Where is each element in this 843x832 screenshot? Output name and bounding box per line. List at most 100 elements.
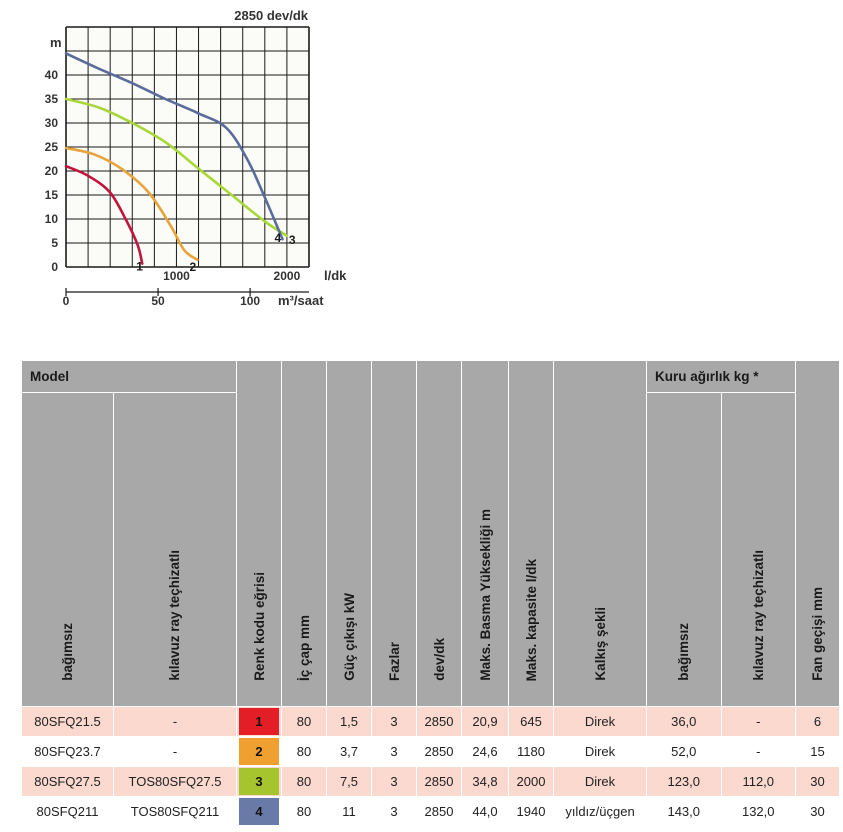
model-group-header: Model bbox=[21, 360, 237, 393]
curve-label-2: 2 bbox=[189, 260, 196, 274]
curve-label-4: 4 bbox=[274, 231, 281, 245]
rail-header: kılavuz ray teçhizatlı bbox=[112, 392, 238, 707]
color-code-cell: 2 bbox=[236, 736, 282, 767]
color-code-swatch: 1 bbox=[239, 708, 279, 735]
chart-series: 1 2 34 bbox=[64, 52, 296, 274]
max-capacity-cell: 1180 bbox=[508, 736, 554, 767]
table-row: 80SFQ27.5 TOS80SFQ27.5 3 80 7,5 3 2850 3… bbox=[21, 766, 840, 797]
weight-standalone-cell: 36,0 bbox=[646, 706, 722, 737]
start-cell: Direk bbox=[553, 706, 647, 737]
pump-spec-table: Model Renk kodu eğrisi İç çap mm Güç çık… bbox=[21, 360, 840, 827]
phases-cell: 3 bbox=[371, 706, 417, 737]
color-code-swatch: 4 bbox=[239, 798, 279, 825]
fan-cell: 30 bbox=[795, 796, 840, 827]
max-head-cell: 44,0 bbox=[461, 796, 509, 827]
y-tick-label: 40 bbox=[45, 68, 59, 82]
rpm-cell: 2850 bbox=[416, 736, 462, 767]
model-standalone-cell: 80SFQ211 bbox=[21, 796, 114, 827]
model-rail-cell: TOS80SFQ27.5 bbox=[112, 766, 238, 797]
model-rail-cell: - bbox=[112, 736, 238, 767]
weight-standalone-cell: 52,0 bbox=[646, 736, 722, 767]
model-standalone-cell: 80SFQ23.7 bbox=[21, 736, 114, 767]
fan-cell: 30 bbox=[795, 766, 840, 797]
y-axis-label: m bbox=[50, 35, 62, 50]
weight-rail-cell: 132,0 bbox=[720, 796, 796, 827]
y-tick-label: 20 bbox=[45, 164, 59, 178]
x-tick-label-primary: 2000 bbox=[274, 269, 301, 283]
curve-3 bbox=[64, 97, 289, 238]
bore-header: İç çap mm bbox=[281, 360, 327, 707]
weight-rail-cell: - bbox=[720, 706, 796, 737]
max-capacity-cell: 1940 bbox=[508, 796, 554, 827]
fan-header: Fan geçişi mm bbox=[795, 360, 840, 707]
table-row: 80SFQ211 TOS80SFQ211 4 80 11 3 2850 44,0… bbox=[21, 796, 840, 827]
weight-standalone-cell: 143,0 bbox=[646, 796, 722, 827]
curve-label-3: 3 bbox=[289, 233, 296, 247]
weight-group-header: Kuru ağırlık kg * bbox=[646, 360, 796, 393]
max-head-cell: 34,8 bbox=[461, 766, 509, 797]
y-tick-label: 10 bbox=[45, 212, 59, 226]
chart-grid bbox=[65, 26, 310, 293]
bore-cell: 80 bbox=[281, 706, 327, 737]
y-tick-label: 35 bbox=[45, 92, 59, 106]
chart-title: 2850 dev/dk bbox=[234, 8, 308, 23]
model-rail-cell: - bbox=[112, 706, 238, 737]
max-capacity-cell: 645 bbox=[508, 706, 554, 737]
max-capacity-header: Maks. kapasite l/dk bbox=[508, 360, 554, 707]
phases-header: Fazlar bbox=[371, 360, 417, 707]
rpm-header: dev/dk bbox=[416, 360, 462, 707]
chart-ticks: 0 5 10 15 20 25 30 35 40 1000 2000 0 50 100 bbox=[45, 68, 301, 308]
x-tick-label-secondary: 0 bbox=[63, 294, 70, 308]
weight-standalone-header: bağımsız bbox=[646, 392, 722, 707]
bore-cell: 80 bbox=[281, 766, 327, 797]
color-code-header: Renk kodu eğrisi bbox=[236, 360, 282, 707]
phases-cell: 3 bbox=[371, 736, 417, 767]
rpm-cell: 2850 bbox=[416, 706, 462, 737]
weight-rail-cell: 112,0 bbox=[720, 766, 796, 797]
curve-2 bbox=[64, 146, 199, 262]
x-tick-label-secondary: 100 bbox=[240, 294, 260, 308]
color-code-cell: 1 bbox=[236, 706, 282, 737]
phases-cell: 3 bbox=[371, 796, 417, 827]
y-tick-label: 5 bbox=[51, 236, 58, 250]
model-rail-cell: TOS80SFQ211 bbox=[112, 796, 238, 827]
phases-cell: 3 bbox=[371, 766, 417, 797]
y-tick-label: 30 bbox=[45, 116, 59, 130]
bore-cell: 80 bbox=[281, 796, 327, 827]
fan-cell: 6 bbox=[795, 706, 840, 737]
table-row: 80SFQ21.5 - 1 80 1,5 3 2850 20,9 645 Dir… bbox=[21, 706, 840, 737]
max-head-cell: 20,9 bbox=[461, 706, 509, 737]
max-head-cell: 24,6 bbox=[461, 736, 509, 767]
curve-label-1: 1 bbox=[136, 260, 143, 274]
start-header: Kalkış şekli bbox=[553, 360, 647, 707]
power-cell: 11 bbox=[326, 796, 372, 827]
power-cell: 3,7 bbox=[326, 736, 372, 767]
weight-rail-header: kılavuz ray teçhizatlı bbox=[720, 392, 796, 707]
standalone-header: bağımsız bbox=[21, 392, 114, 707]
weight-rail-cell: - bbox=[720, 736, 796, 767]
curve-4 bbox=[64, 52, 284, 241]
model-standalone-cell: 80SFQ27.5 bbox=[21, 766, 114, 797]
y-tick-label: 25 bbox=[45, 140, 59, 154]
rpm-cell: 2850 bbox=[416, 796, 462, 827]
fan-cell: 15 bbox=[795, 736, 840, 767]
max-head-header: Maks. Basma Yüksekliği m bbox=[461, 360, 509, 707]
start-cell: Direk bbox=[553, 766, 647, 797]
curve-1 bbox=[64, 164, 144, 265]
color-code-cell: 4 bbox=[236, 796, 282, 827]
rpm-cell: 2850 bbox=[416, 766, 462, 797]
power-header: Güç çıkışı kW bbox=[326, 360, 372, 707]
x-axis-label-primary: l/dk bbox=[324, 268, 347, 283]
power-cell: 1,5 bbox=[326, 706, 372, 737]
x-tick-label-secondary: 50 bbox=[151, 294, 165, 308]
max-capacity-cell: 2000 bbox=[508, 766, 554, 797]
weight-standalone-cell: 123,0 bbox=[646, 766, 722, 797]
y-tick-label: 0 bbox=[51, 260, 58, 274]
start-cell: yıldız/üçgen bbox=[553, 796, 647, 827]
x-tick-label-primary: 1000 bbox=[163, 269, 190, 283]
pump-curve-chart: 0 5 10 15 20 25 30 35 40 1000 2000 0 50 100 1 2 34 2850… bbox=[45, 8, 348, 308]
bore-cell: 80 bbox=[281, 736, 327, 767]
model-standalone-cell: 80SFQ21.5 bbox=[21, 706, 114, 737]
x-axis-label-secondary: m³/saat bbox=[278, 293, 324, 308]
table-row: 80SFQ23.7 - 2 80 3,7 3 2850 24,6 1180 Di… bbox=[21, 736, 840, 767]
